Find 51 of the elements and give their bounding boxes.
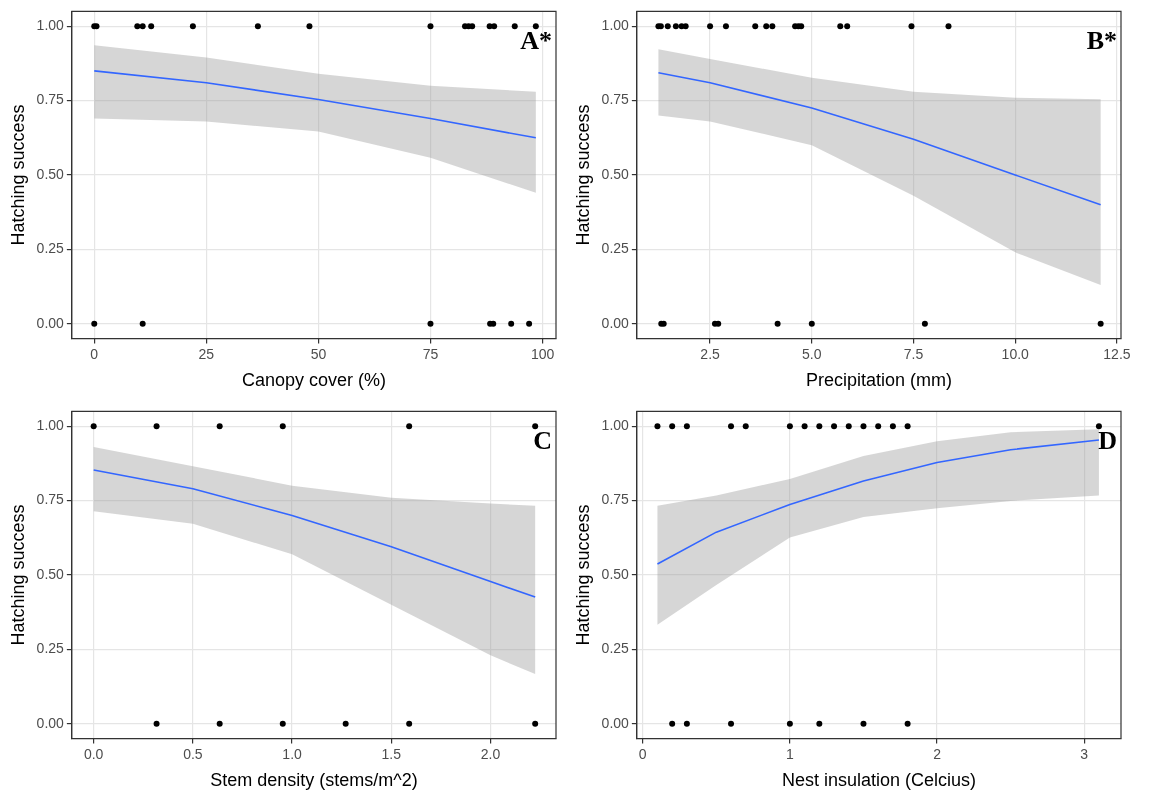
x-tick-label: 25 [198, 345, 215, 362]
y-tick-label: 1.00 [36, 417, 65, 434]
x-tick-label: 100 [530, 345, 555, 362]
x-tick-label: 7.5 [903, 345, 924, 362]
y-axis-title: Hatching success [572, 504, 593, 646]
x-tick-label: 75 [422, 345, 439, 362]
y-tick-label: 0.50 [601, 565, 630, 582]
y-tick-label: 0.75 [36, 91, 65, 108]
y-tick-label: 0.00 [36, 714, 65, 731]
y-tick-label: 0.25 [36, 240, 65, 257]
annotation: C [533, 426, 552, 456]
y-tick-label: 0.00 [601, 714, 630, 731]
x-tick-label: 5.0 [802, 345, 822, 362]
x-tick-label: 0.0 [83, 745, 104, 762]
y-tick-label: 1.00 [601, 417, 630, 434]
y-tick-label: 0.25 [601, 240, 630, 257]
y-tick-label: 0.75 [601, 491, 630, 508]
y-tick-label: 0.50 [36, 165, 65, 182]
x-tick-label: 2.5 [700, 345, 721, 362]
y-axis-title: Hatching success [7, 504, 28, 646]
annotation: D [1098, 426, 1117, 456]
y-tick-label: 1.00 [601, 17, 630, 34]
x-axis-title: Stem density (stems/m^2) [210, 770, 418, 791]
x-tick-label: 10.0 [1001, 345, 1030, 362]
annotation: A* [520, 26, 552, 56]
x-tick-label: 0 [90, 345, 99, 362]
x-axis-title: Precipitation (mm) [805, 370, 952, 391]
y-tick-label: 0.50 [601, 165, 630, 182]
x-tick-label: 0.5 [183, 745, 203, 762]
x-tick-label: 3 [1080, 745, 1089, 762]
x-axis-title: Canopy cover (%) [241, 370, 386, 391]
annotation: B* [1086, 26, 1117, 56]
x-tick-label: 1.5 [381, 745, 402, 762]
y-axis-title: Hatching success [7, 104, 28, 246]
y-tick-label: 0.25 [36, 640, 65, 657]
x-tick-label: 2.0 [480, 745, 501, 762]
x-tick-label: 1.0 [282, 745, 303, 762]
y-tick-label: 0.25 [601, 640, 630, 657]
x-tick-label: 50 [310, 345, 327, 362]
y-tick-label: 0.50 [36, 565, 65, 582]
x-tick-label: 1 [785, 745, 794, 762]
y-tick-label: 0.00 [36, 314, 65, 331]
y-tick-label: 0.75 [601, 91, 630, 108]
y-tick-label: 1.00 [36, 17, 65, 34]
x-tick-label: 2 [933, 745, 942, 762]
y-axis-title: Hatching success [572, 104, 593, 246]
x-axis-title: Nest insulation (Celcius) [781, 770, 976, 791]
y-tick-label: 0.00 [601, 314, 630, 331]
x-tick-label: 0 [638, 745, 647, 762]
y-tick-label: 0.75 [36, 491, 65, 508]
x-tick-label: 12.5 [1103, 345, 1131, 362]
